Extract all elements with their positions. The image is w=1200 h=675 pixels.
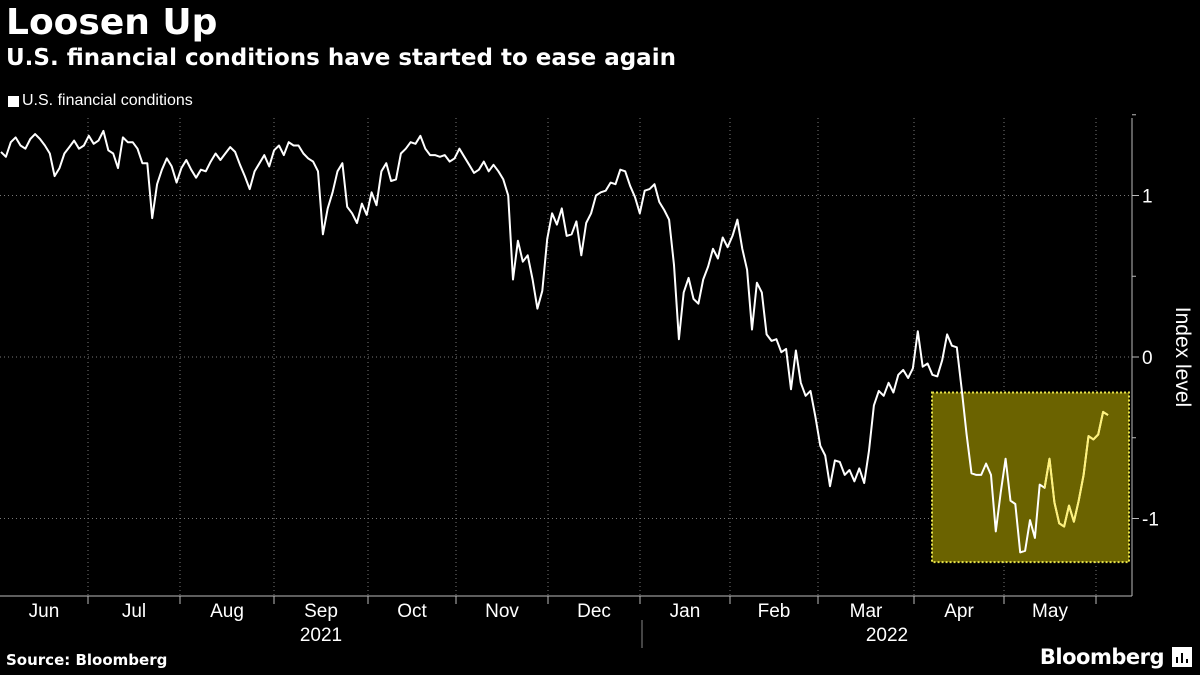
brand-logo-text: Bloomberg xyxy=(1039,645,1165,669)
y-tick-label: 0 xyxy=(1142,348,1153,369)
month-label: Jun xyxy=(29,601,60,622)
chart-subtitle: U.S. financial conditions have started t… xyxy=(6,45,676,71)
y-tick-label: 1 xyxy=(1142,187,1153,208)
month-label: Sep xyxy=(304,601,338,622)
series-line xyxy=(0,129,1109,554)
legend-label: U.S. financial conditions xyxy=(22,92,193,109)
month-label: Oct xyxy=(397,601,427,622)
legend: U.S. financial conditions xyxy=(8,92,193,110)
month-label: Feb xyxy=(758,601,791,622)
year-label: 2021 xyxy=(300,625,342,646)
month-label: Aug xyxy=(210,601,244,622)
highlight-box xyxy=(931,391,1130,564)
year-label: 2022 xyxy=(866,625,908,646)
chart-title: Loosen Up xyxy=(6,2,218,43)
month-label: Jan xyxy=(670,601,701,622)
y-axis-title: Index level xyxy=(1171,307,1194,407)
month-label: May xyxy=(1032,601,1068,622)
month-label: Nov xyxy=(485,601,519,622)
bloomberg-chart-icon xyxy=(1172,647,1192,667)
y-tick-label: -1 xyxy=(1142,509,1159,530)
source-note: Source: Bloomberg xyxy=(6,651,168,669)
month-label: Dec xyxy=(577,601,611,622)
series-line-highlighted xyxy=(1043,410,1109,528)
month-label: Jul xyxy=(122,601,146,622)
legend-swatch xyxy=(8,95,19,107)
month-label: Apr xyxy=(944,601,974,622)
month-label: Mar xyxy=(850,601,883,622)
